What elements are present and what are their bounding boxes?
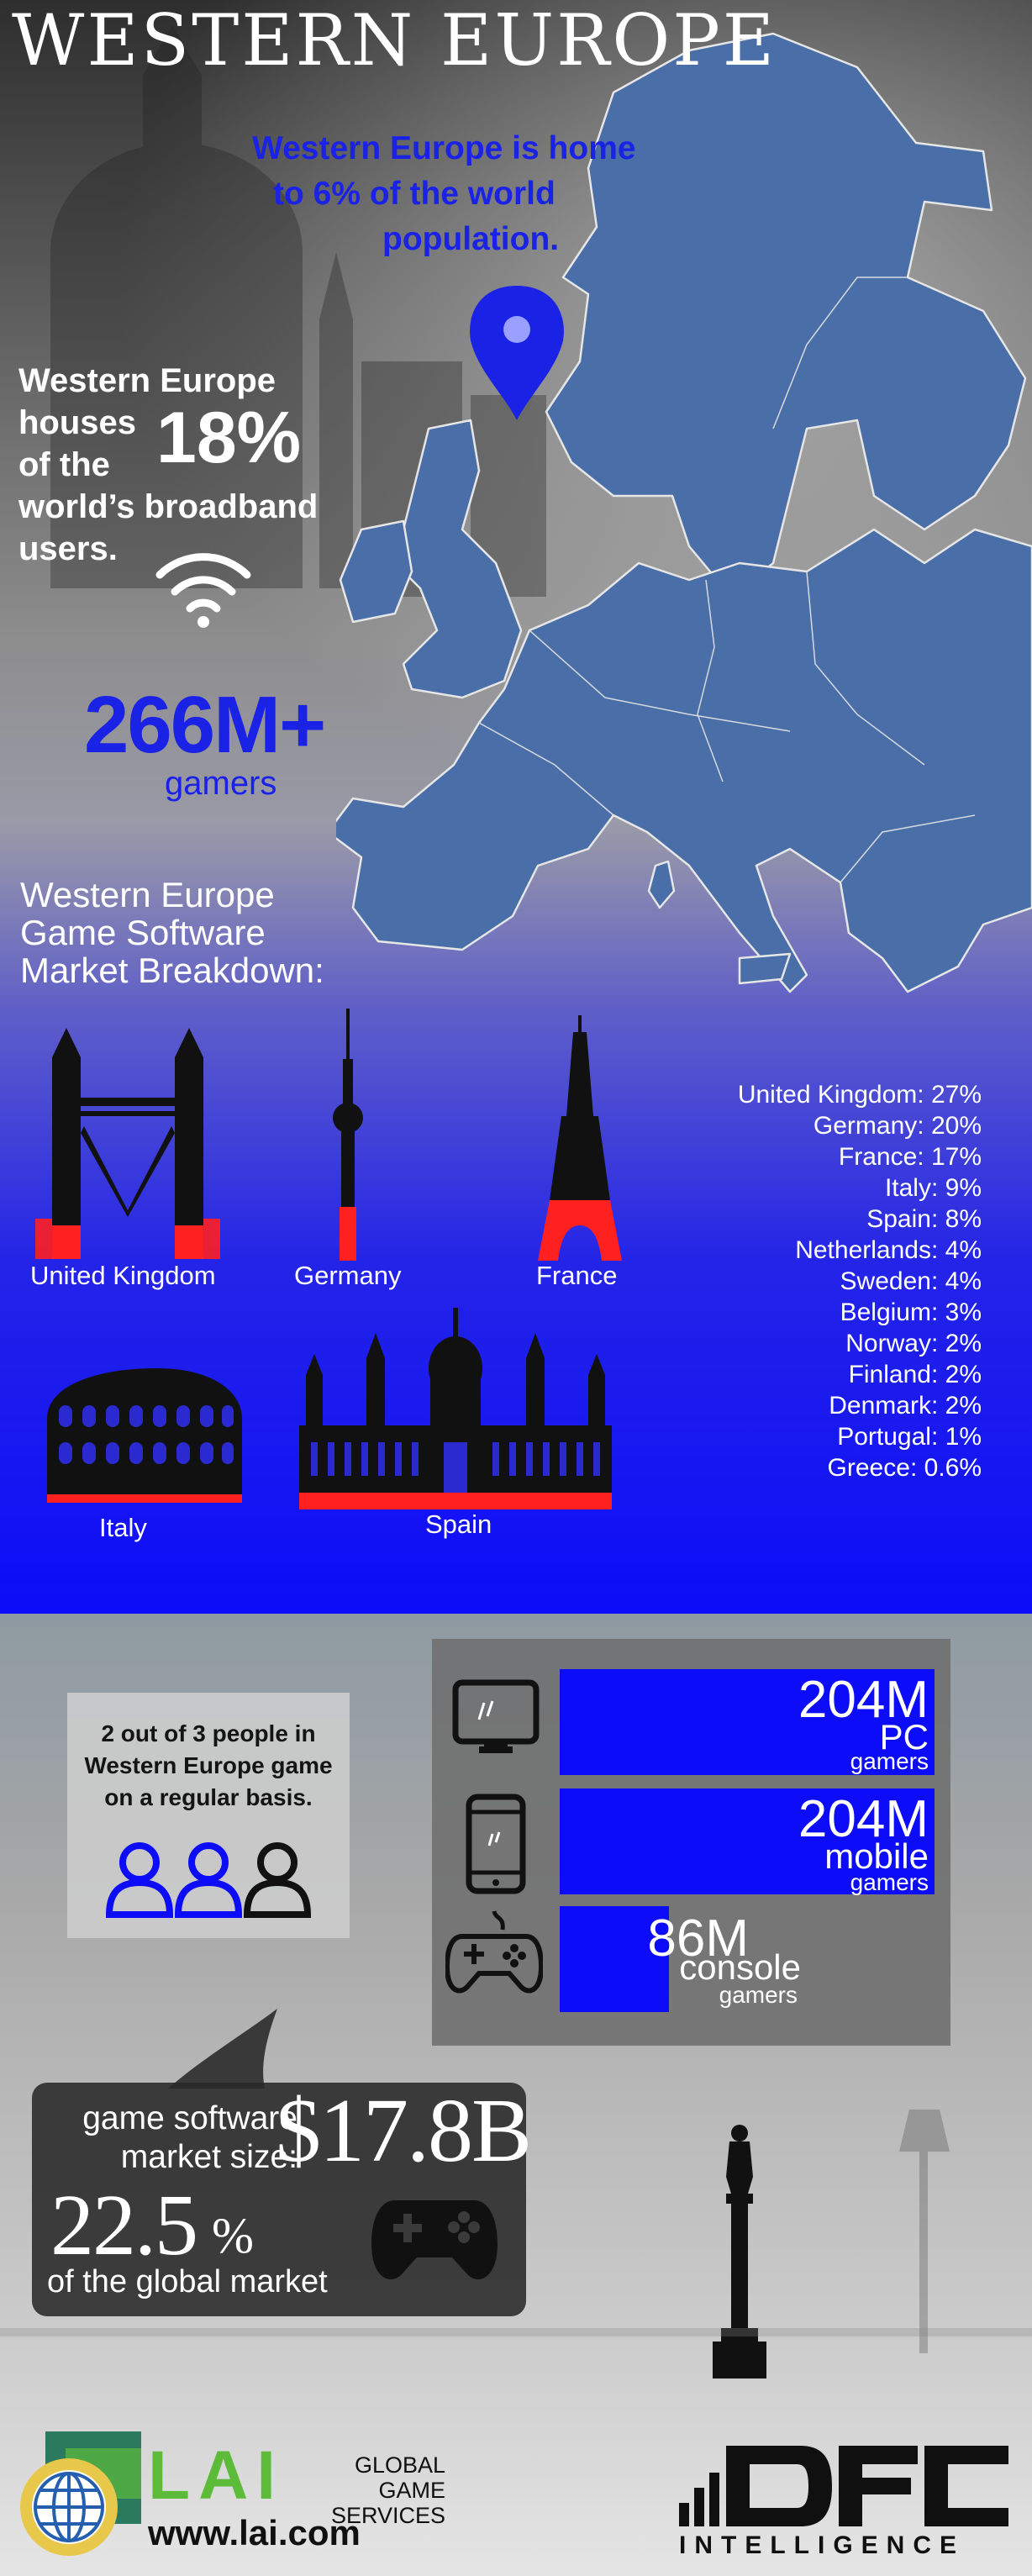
mobile-value: 204M (798, 1790, 929, 1848)
share-value: 9% (945, 1174, 982, 1202)
street-lamp-silhouette (899, 2110, 950, 2353)
broadband-percent: 18% (156, 398, 302, 478)
mobile-bar (560, 1788, 935, 1894)
mobile-category: mobile (824, 1836, 929, 1876)
market-share-row: Spain: 8% (866, 1205, 982, 1233)
share-value: 1% (945, 1423, 982, 1451)
console-category: console (679, 1947, 801, 1987)
share-value: 2% (945, 1330, 982, 1357)
share-value: 0.6% (924, 1454, 982, 1482)
pc-category: PC (879, 1717, 929, 1757)
console-bar (560, 1906, 669, 2012)
mobile-sub: gamers (850, 1869, 929, 1895)
pc-value: 204M (798, 1671, 929, 1729)
bubble-tail (168, 2009, 277, 2089)
population-statement: Western Europe is home to 6% of the worl… (252, 130, 636, 257)
market-share-row: Sweden: 4% (840, 1267, 982, 1295)
wifi-icon (155, 553, 251, 628)
market-share-row: Italy: 9% (884, 1174, 982, 1202)
lai-logo-icon (20, 2431, 141, 2556)
share-country: Greece (827, 1454, 910, 1482)
market-share-row: France: 17% (838, 1143, 982, 1171)
share-country: France (838, 1143, 918, 1171)
share-value: 4% (945, 1267, 982, 1295)
gamers-count: 266M+ (84, 680, 326, 770)
gamepad-icon (371, 2200, 498, 2279)
broadband-statement: Western Europe houses of the world’s bro… (18, 362, 319, 567)
market-share-row: Netherlands: 4% (795, 1236, 982, 1264)
share-value: 20% (930, 1112, 982, 1140)
share-country: Belgium (840, 1299, 931, 1326)
share-country: Norway (845, 1330, 931, 1357)
person-icon (106, 1842, 174, 1918)
dfc-logo (679, 2446, 1008, 2526)
share-country: Germany (813, 1112, 918, 1140)
share-value: 2% (945, 1392, 982, 1420)
gamers-label: gamers (165, 765, 277, 802)
share-country: Denmark (829, 1392, 931, 1420)
market-share-row: Belgium: 3% (840, 1299, 982, 1326)
person-icon (174, 1842, 243, 1918)
breakdown-title: Western Europe Game Software Market Brea… (20, 875, 324, 990)
people-icons (106, 1842, 312, 1918)
share-country: United Kingdom (737, 1081, 918, 1109)
landmark-label-uk: United Kingdom (30, 1261, 216, 1290)
location-pin-icon (470, 286, 564, 420)
share-value: 2% (945, 1361, 982, 1388)
eiffel-tower-icon (538, 1015, 622, 1261)
market-size-box: game software market size: $17.8B 22.5 %… (32, 2083, 532, 2316)
engagement-box: 2 out of 3 people in Western Europe game… (67, 1693, 350, 1938)
market-share-row: Finland: 2% (848, 1361, 982, 1388)
column-statue-icon (713, 2125, 766, 2378)
smartphone-icon (466, 1794, 526, 1894)
landmark-label-france: France (536, 1261, 618, 1290)
share-value: 17% (930, 1143, 982, 1171)
dfc-subtitle: INTELLIGENCE (679, 2531, 966, 2559)
tower-bridge-icon (35, 1028, 220, 1259)
monitor-icon (452, 1679, 540, 1753)
gamepad-icon (445, 1910, 543, 1994)
share-value: 27% (930, 1081, 982, 1109)
market-share-row: Portugal: 1% (837, 1423, 982, 1451)
share-country: Portugal (837, 1423, 931, 1451)
market-size-label: game software market size: (82, 2100, 297, 2175)
market-share-row: United Kingdom: 27% (737, 1081, 982, 1109)
share-country: Spain (866, 1205, 931, 1233)
lai-subtitle: GLOBAL GAME SERVICES (330, 2452, 445, 2528)
share-country: Italy (884, 1174, 931, 1202)
market-share-row: Germany: 20% (813, 1112, 982, 1140)
railing-silhouette (0, 2328, 1032, 2336)
landmark-label-germany: Germany (294, 1261, 402, 1290)
cathedral-icon (299, 1308, 612, 1509)
market-share-row: Denmark: 2% (829, 1392, 982, 1420)
console-sub: gamers (719, 1982, 798, 2008)
share-value: 3% (945, 1299, 982, 1326)
console-value: 86M (647, 1910, 749, 1968)
landmark-label-italy: Italy (99, 1513, 147, 1542)
share-country: Sweden (840, 1267, 931, 1295)
platforms-box: 204M PC gamers 204M mobile gamers 86M co… (432, 1639, 950, 2046)
market-share-list: United Kingdom: 27% Germany: 20% France: 1… (738, 1079, 982, 1483)
person-icon (243, 1842, 312, 1918)
europe-map (336, 32, 1032, 993)
colosseum-icon (47, 1368, 242, 1503)
market-share-row: Greece: 0.6% (827, 1454, 982, 1482)
global-share-sign: % (212, 2208, 254, 2263)
pc-bar (560, 1669, 935, 1775)
share-value: 4% (945, 1236, 982, 1264)
tv-tower-icon (333, 1009, 363, 1261)
global-share-number: 22.5 (50, 2177, 198, 2273)
share-country: Netherlands (795, 1236, 931, 1264)
global-share-label: of the global market (47, 2264, 328, 2299)
lai-wordmark: LAI (148, 2437, 285, 2514)
market-size-value: $17.8B (276, 2081, 532, 2181)
share-value: 8% (945, 1205, 982, 1233)
page-title: WESTERN EUROPE (12, 0, 777, 82)
engagement-statement: 2 out of 3 people in Western Europe game… (84, 1720, 333, 1810)
share-country: Finland (848, 1361, 931, 1388)
lai-url: www.lai.com (148, 2513, 361, 2552)
market-share-row: Norway: 2% (845, 1330, 982, 1357)
pc-sub: gamers (850, 1748, 929, 1774)
landmark-label-spain: Spain (425, 1509, 492, 1539)
